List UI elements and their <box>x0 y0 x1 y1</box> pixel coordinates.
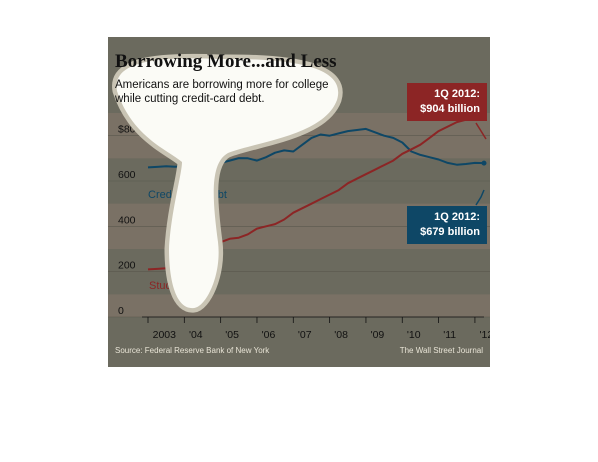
chart-title: Borrowing More...and Less <box>115 51 337 72</box>
credit-callout-value: $679 billion <box>420 226 480 238</box>
publisher-credit: The Wall Street Journal <box>399 346 483 355</box>
x-tick-label: '11 <box>443 329 456 341</box>
credit-card-endpoint <box>481 160 487 166</box>
student-callout-line1: 1Q 2012: <box>434 88 480 100</box>
x-tick-label: '08 <box>334 329 348 341</box>
y-tick-label: 400 <box>118 214 136 226</box>
y-tick-label: 200 <box>118 260 136 272</box>
x-tick-label: '04 <box>189 329 203 341</box>
x-tick-label: '10 <box>407 329 421 341</box>
x-tick-label: '05 <box>225 329 239 341</box>
y-tick-label: 600 <box>118 169 136 181</box>
x-tick-label: '06 <box>262 329 276 341</box>
x-tick-label: '09 <box>371 329 385 341</box>
x-tick-label: '12 <box>480 329 490 341</box>
student-callout-pointer <box>475 122 487 140</box>
student-debt-callout: 1Q 2012: $904 billion <box>407 83 487 121</box>
x-tick-label: 2003 <box>153 329 177 341</box>
chart-subtitle: Americans are borrowing more for college… <box>115 79 329 105</box>
highlight-blob <box>116 58 339 309</box>
y-tick-label: 0 <box>118 305 124 317</box>
credit-callout-line1: 1Q 2012: <box>434 211 480 223</box>
source-note: Source: Federal Reserve Bank of New York <box>115 346 270 355</box>
shaded-band-0 <box>108 294 490 317</box>
x-tick-label: '07 <box>298 329 312 341</box>
student-callout-value: $904 billion <box>420 103 480 115</box>
credit-callout-pointer <box>475 189 485 206</box>
credit-card-callout: 1Q 2012: $679 billion <box>407 206 487 244</box>
